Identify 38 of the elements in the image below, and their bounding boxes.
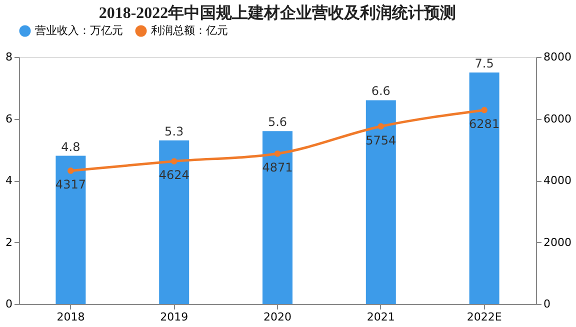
data-label: 5.6 (268, 115, 288, 130)
point (378, 123, 384, 130)
legend-label: 利润总额：亿元 (151, 24, 228, 37)
data-label: 4.8 (61, 140, 80, 154)
data-label: 6281 (469, 117, 500, 132)
y-tick-label: 8 (6, 50, 12, 64)
y2-tick-label: 4000 (544, 174, 572, 187)
data-label: 4871 (262, 160, 293, 175)
point (68, 168, 74, 174)
x-tick-label: 2018 (56, 310, 85, 324)
x-tick-label: 2021 (366, 310, 395, 324)
data-label: 6.6 (371, 84, 390, 98)
data-label: 4317 (55, 178, 86, 192)
chart-title: 2018-2022年中国规上建材企业营收及利润统计预测 (98, 4, 456, 22)
x-tick-label: 2022E (466, 310, 502, 324)
x-tick-label: 2020 (264, 310, 292, 324)
bar (56, 156, 86, 304)
data-label: 4624 (158, 168, 190, 182)
point (274, 150, 281, 157)
y-tick-label: 0 (6, 298, 12, 310)
y2-tick-label: 6000 (544, 112, 572, 126)
y-tick-label: 2 (6, 236, 12, 249)
bar (262, 131, 292, 304)
y-tick-label: 6 (6, 112, 12, 126)
x-tick-label: 2019 (160, 310, 188, 324)
bar (469, 72, 500, 304)
y-tick-label: 4 (6, 174, 12, 187)
bar (159, 140, 190, 304)
point (481, 106, 488, 114)
legend-label: 营业收入：万亿元 (35, 24, 123, 37)
data-label: 5754 (366, 133, 396, 148)
y2-tick-label: 0 (544, 298, 550, 310)
point (170, 158, 178, 164)
data-label: 5.3 (164, 124, 184, 138)
y2-tick-label: 2000 (544, 236, 572, 249)
y2-tick-label: 8000 (544, 50, 572, 64)
bar (366, 100, 396, 304)
data-label: 7.5 (474, 56, 494, 70)
